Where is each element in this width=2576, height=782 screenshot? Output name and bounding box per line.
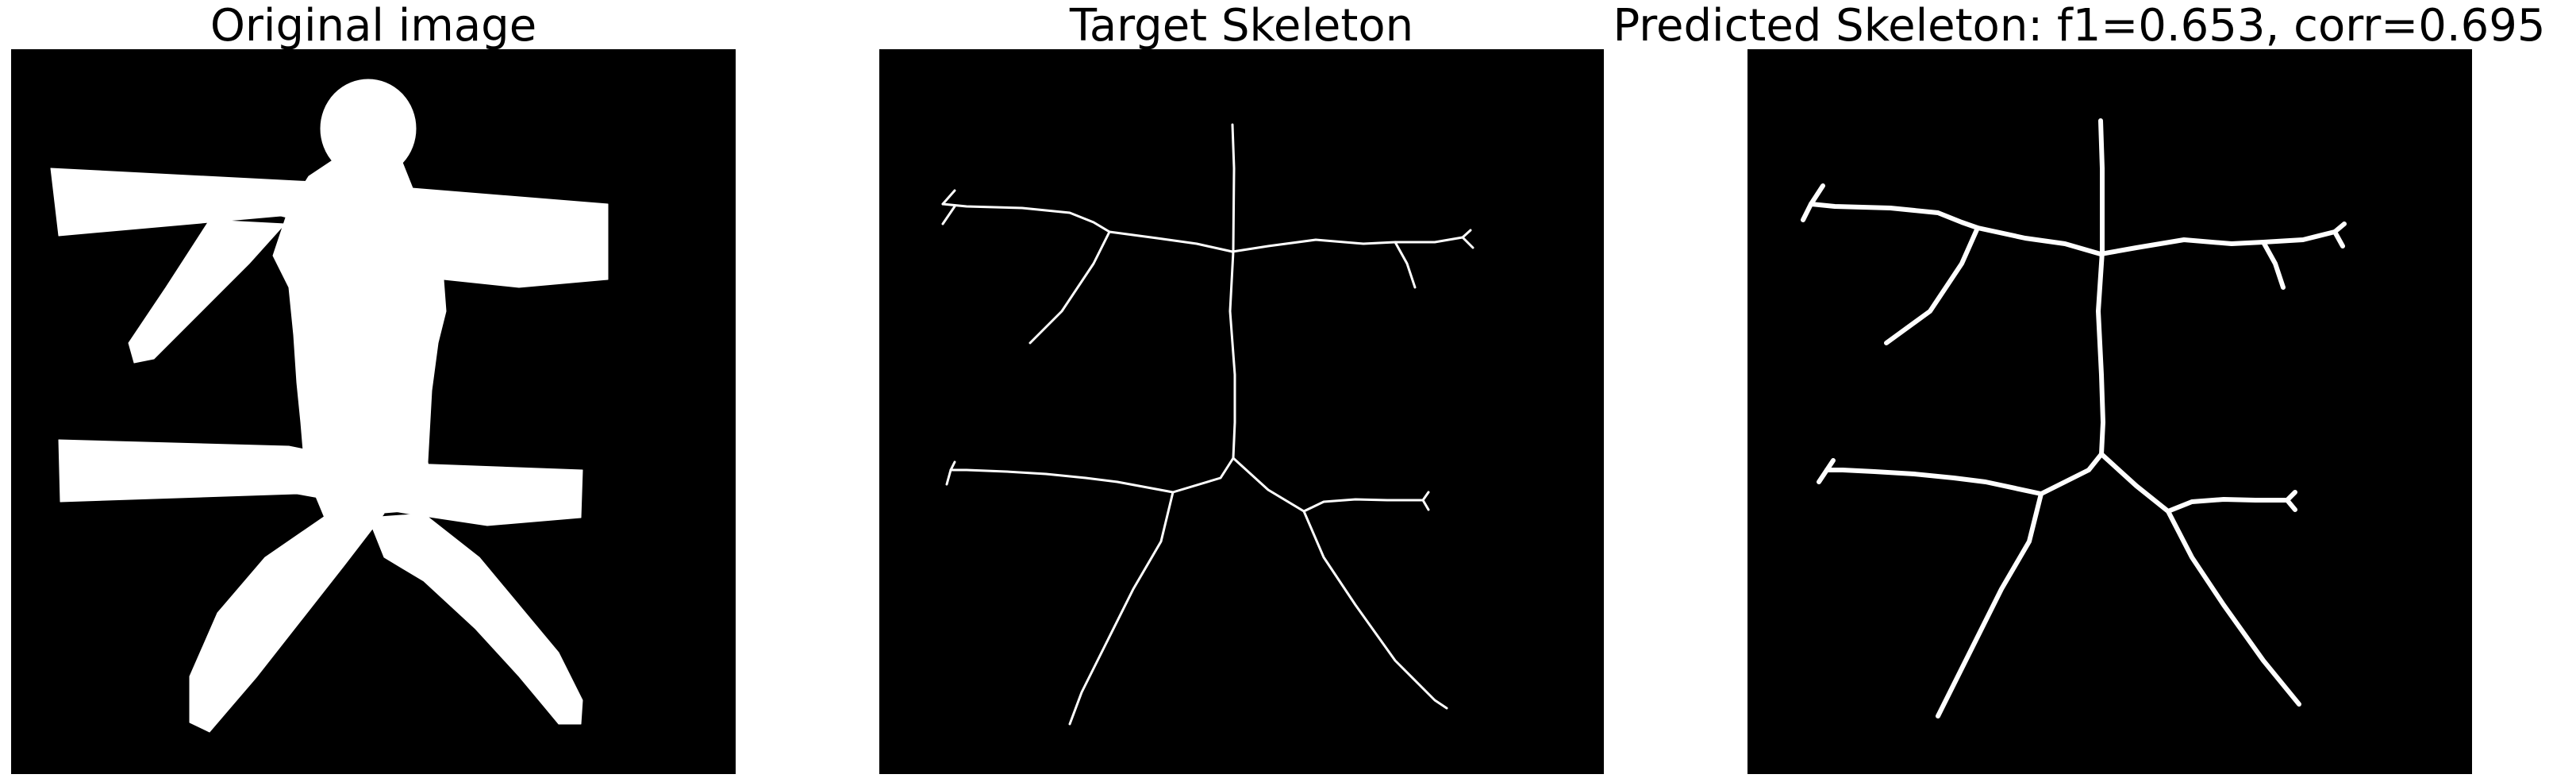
predicted-left-leg [1936,491,2043,718]
target-upper-right-branch [1231,236,1464,253]
target-upper-right-fork [1394,229,1474,289]
original-image-figure [50,79,609,733]
lower-horizontal-bar [58,439,583,526]
predicted-lower-right-fork [2285,490,2297,512]
target-lower-right-fork [1421,491,1430,511]
target-upper-left-arm [1028,230,1111,345]
predicted-right-leg [2099,452,2301,707]
predicted-upper-left-fork [1801,183,1825,222]
target-skeleton-figure [941,123,1474,726]
predicted-skeleton-figure [1801,118,2347,718]
panel-title-target: Target Skeleton [1069,0,1414,52]
predicted-skeleton-panel [1747,49,2472,774]
target-lower-left-fork [945,460,956,486]
target-left-leg [1068,491,1175,726]
predicted-lower-left-branch [1824,452,2104,496]
predicted-spine [2096,118,2105,456]
original-image-panel [11,49,736,774]
predicted-upper-right-fork [2261,222,2347,290]
target-upper-left-branch [941,202,1234,253]
predicted-lower-right-branch [2166,497,2290,514]
target-right-leg [1232,456,1448,710]
target-lower-right-branch [1302,498,1424,513]
panel-title-original: Original image [210,0,537,52]
figure-left-leg [189,513,385,733]
figure-right-leg [367,513,583,725]
target-upper-left-fork [941,189,956,225]
target-lower-left-branch [949,456,1235,494]
figure-left-arm [128,219,286,364]
predicted-upper-left-arm [1884,225,1980,345]
upper-horizontal-bar [50,168,609,288]
predicted-upper-right-branch [2098,229,2337,256]
panel-title-predicted: Predicted Skeleton: f1=0.653, corr=0.695 [1613,0,2546,52]
target-skeleton-panel [879,49,1604,774]
target-spine [1228,123,1236,460]
predicted-lower-left-fork [1817,458,1836,484]
predicted-upper-left-branch [1809,202,2103,256]
